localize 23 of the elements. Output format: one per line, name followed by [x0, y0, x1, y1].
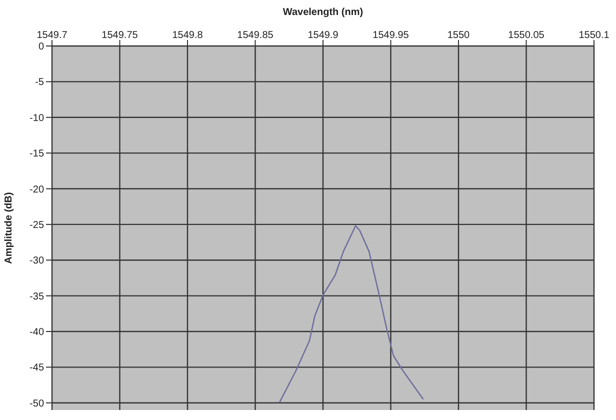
x-tick-label: 1550: [447, 30, 470, 41]
y-tick-label: -30: [30, 256, 44, 267]
y-tick-label: -5: [35, 77, 44, 88]
y-tick-label: -20: [30, 184, 44, 196]
y-axis-title: Amplitude (dB): [4, 192, 15, 264]
x-tick-label: 1549.85: [237, 30, 274, 41]
x-tick-label: 1549.9: [308, 30, 339, 41]
x-tick-label: 1549.7: [36, 30, 68, 41]
x-tick-label: 1549.95: [372, 30, 410, 41]
x-tick-label: 1549.8: [172, 30, 204, 41]
y-tick-label: 0: [38, 42, 44, 53]
y-tick-label: -45: [30, 362, 44, 374]
y-tick-label: -15: [30, 148, 44, 160]
line-series: [278, 225, 424, 403]
y-tick-label: -50: [30, 398, 44, 410]
y-tick-label: -40: [30, 327, 44, 338]
y-tick-label: -10: [30, 112, 44, 124]
x-axis-title: Wavelength (nm): [282, 7, 364, 18]
x-tick-label: 1550.1: [578, 30, 610, 41]
y-tick-label: -25: [30, 220, 44, 231]
y-tick-label: -35: [30, 291, 44, 302]
x-tick-label: 1550.05: [508, 30, 545, 41]
x-tick-label: 1549.75: [102, 30, 138, 41]
